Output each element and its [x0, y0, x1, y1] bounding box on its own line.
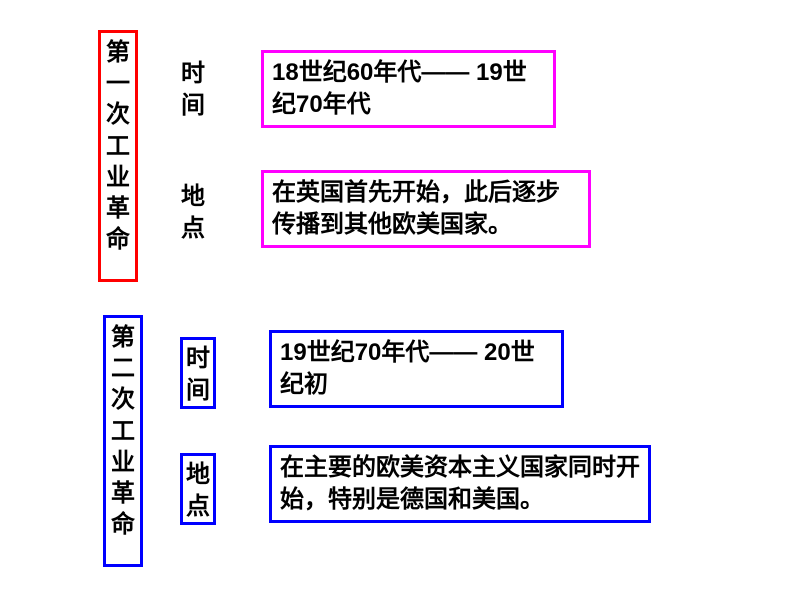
rev1-time-label: 时间	[175, 55, 211, 126]
rev2-place-content: 在主要的欧美资本主义国家同时开始，特别是德国和美国。	[269, 445, 651, 523]
rev2-time-label: 时间	[180, 337, 216, 409]
rev2-title-box: 第二次工业革命	[103, 315, 143, 567]
rev1-place-content: 在英国首先开始，此后逐步传播到其他欧美国家。	[261, 170, 591, 248]
rev1-time-content: 18世纪60年代—— 19世纪70年代	[261, 50, 556, 128]
rev2-time-content: 19世纪70年代—— 20世纪初	[269, 330, 564, 408]
rev1-place-label: 地点	[175, 178, 211, 249]
rev2-place-label: 地点	[180, 453, 216, 525]
rev1-title-box: 第一次工业革命	[98, 30, 138, 282]
